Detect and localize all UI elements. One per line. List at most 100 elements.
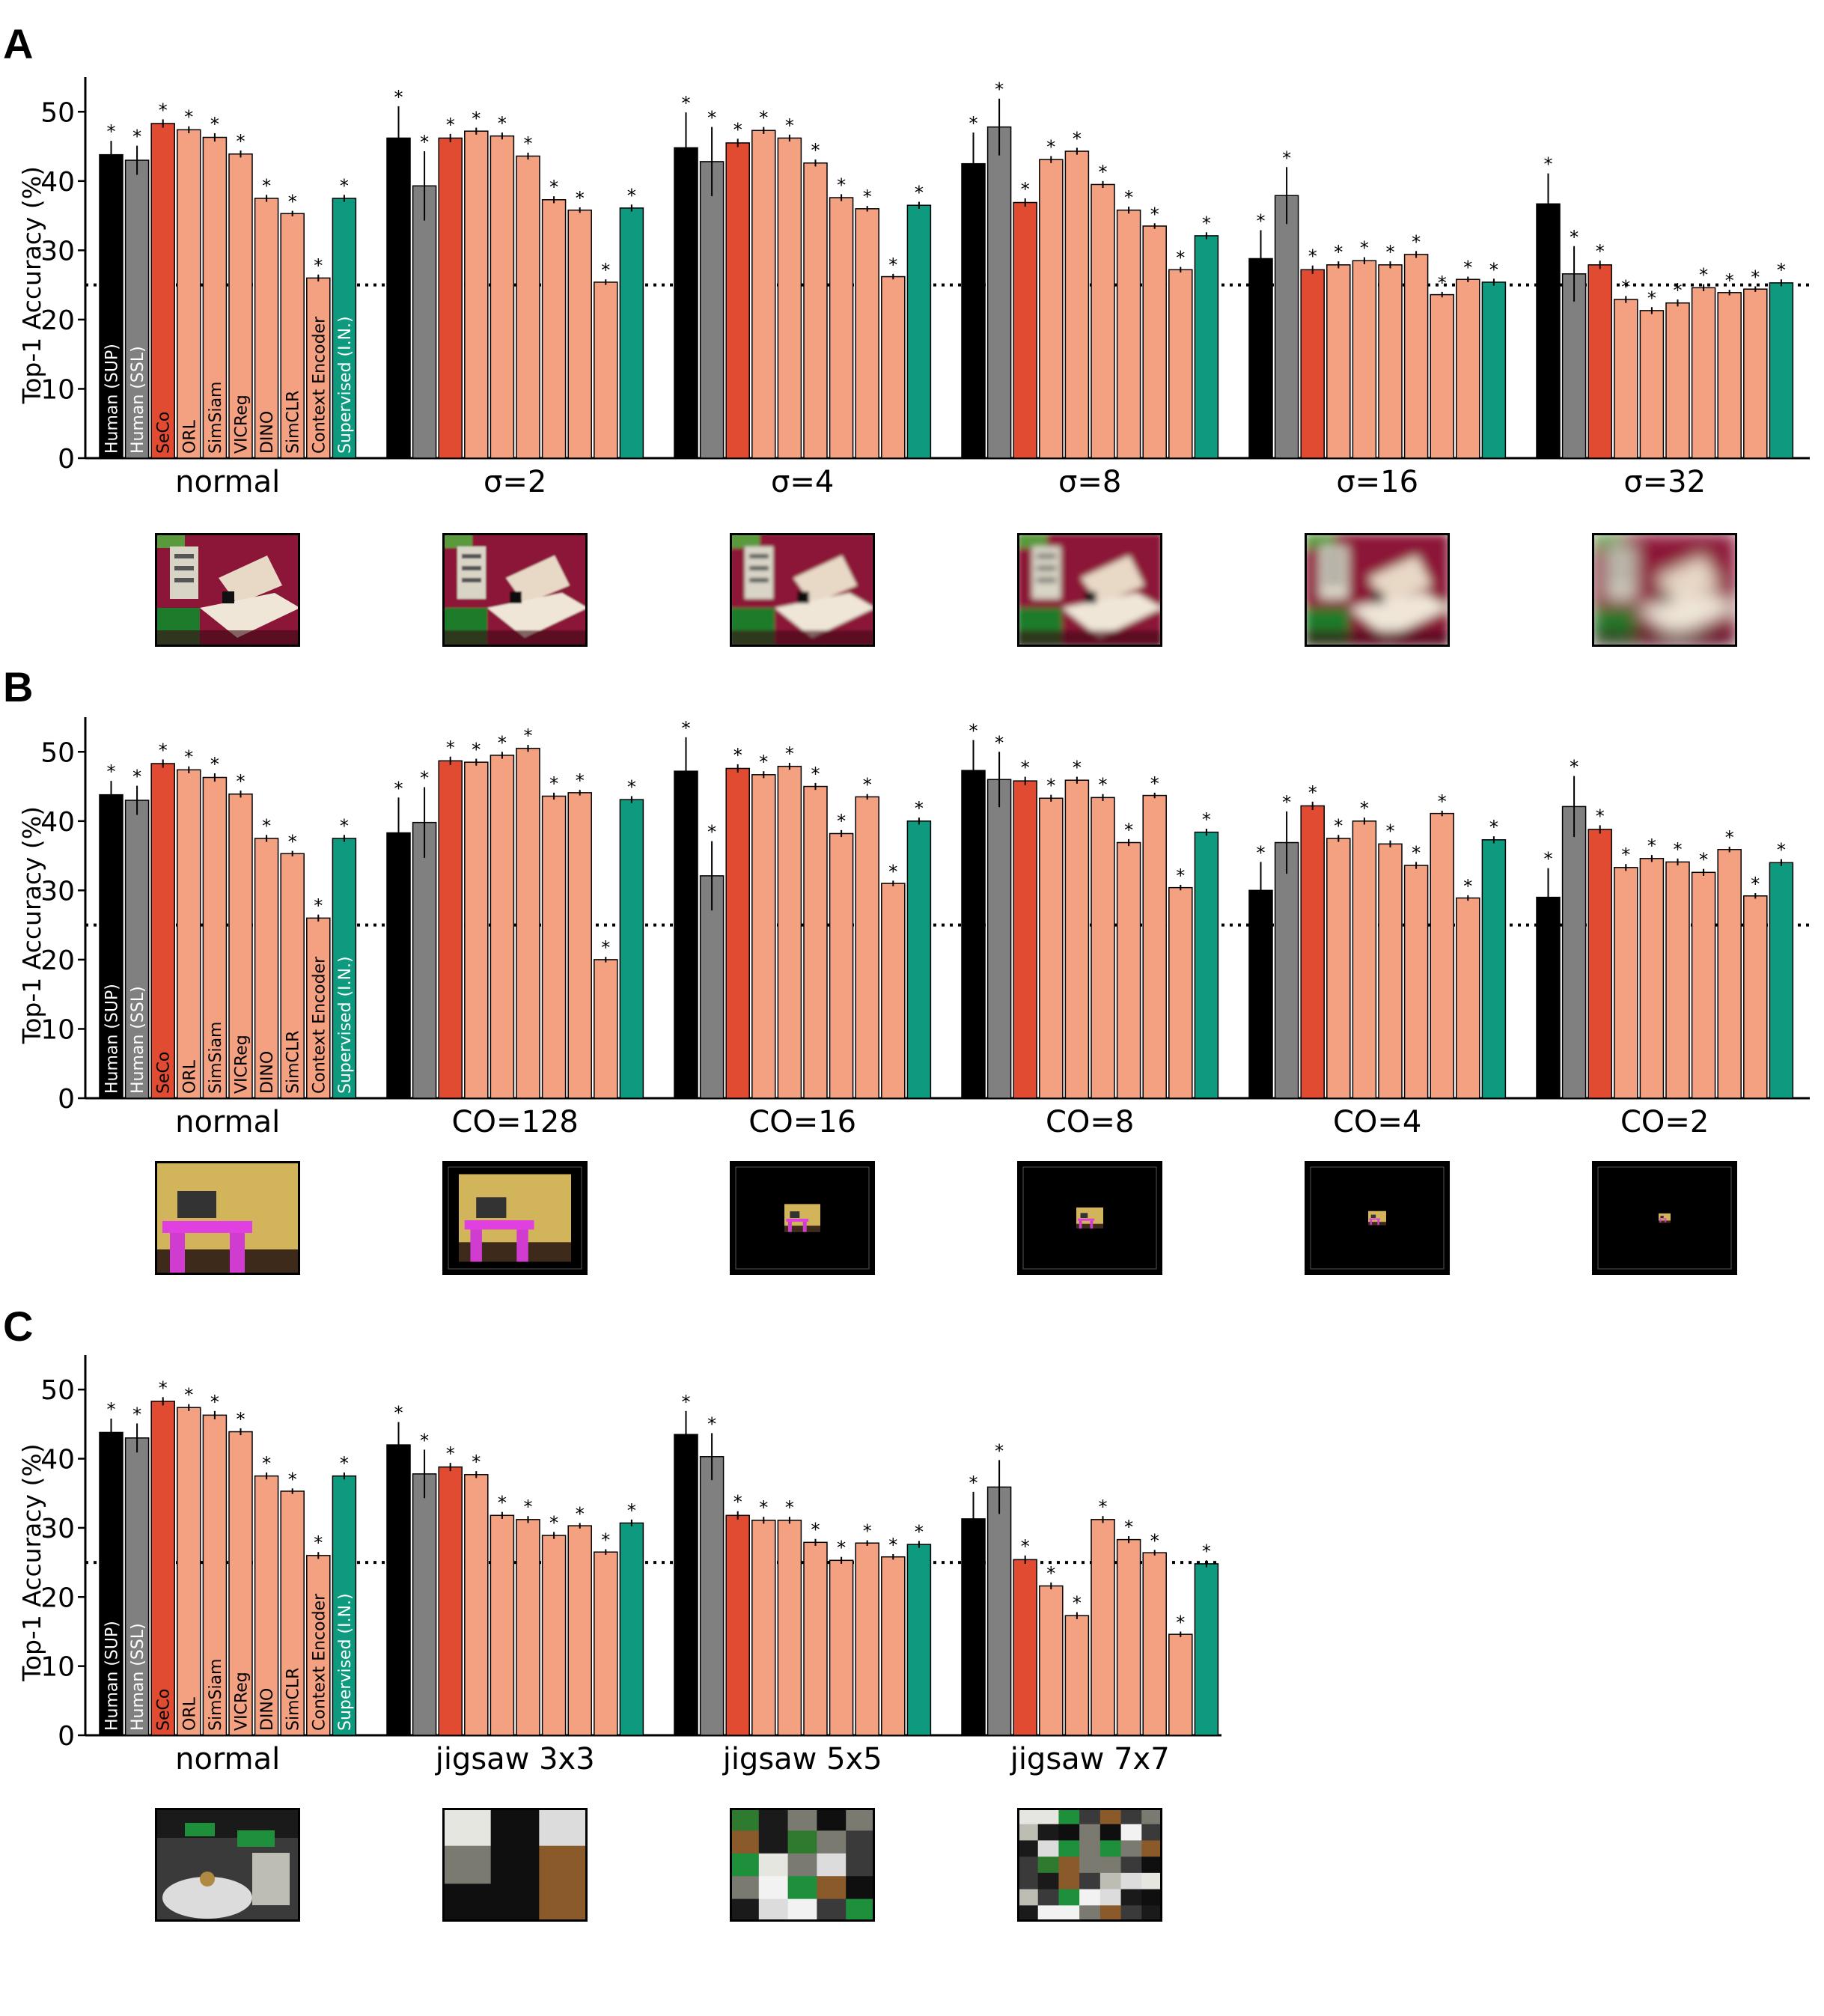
bar-supervised-i-n [906, 1544, 932, 1736]
bar-vicreg [516, 1519, 540, 1736]
significance-star: * [340, 175, 349, 196]
y-tick-label: 40 [40, 167, 75, 198]
significance-star: * [498, 732, 507, 753]
bar-human-ssl [1274, 195, 1299, 459]
bar-human-sup [99, 153, 123, 459]
group-label: σ=8 [1058, 465, 1121, 499]
significance-star: * [1647, 287, 1656, 308]
thumbnail-crop-4 [1305, 1161, 1450, 1275]
significance-star: * [237, 771, 245, 792]
y-tick-label: 50 [40, 97, 75, 128]
significance-star: * [314, 255, 323, 276]
significance-star: * [1386, 242, 1395, 263]
significance-star: * [1699, 850, 1708, 871]
bar-human-ssl [412, 1473, 437, 1736]
bar-seco [150, 763, 175, 1099]
bar-simclr [567, 1525, 592, 1736]
bar-vicreg [1665, 861, 1690, 1099]
thumbnail-blur-16 [1305, 533, 1450, 647]
bar-orl [1039, 159, 1064, 459]
thumbnail-crop-8 [1017, 1161, 1162, 1275]
y-tick-label: 30 [40, 876, 75, 907]
significance-star: * [314, 895, 323, 916]
group-jigsaw-3x3: * * * * * * * * * * [386, 1403, 644, 1736]
significance-star: * [1751, 267, 1760, 287]
significance-star: * [210, 114, 219, 135]
bar-human-sup [961, 1518, 986, 1736]
bar-orl [177, 1407, 201, 1736]
thumbnail-image [155, 1808, 300, 1922]
bar-context-encoder [1168, 269, 1193, 459]
group-label: σ=2 [484, 465, 546, 499]
bar-orl [177, 129, 201, 459]
bar-model-label: Context Encoder [310, 956, 329, 1094]
bar-simsiam [1639, 310, 1665, 459]
significance-star: * [237, 131, 245, 152]
thumbnail-blur-8 [1017, 533, 1162, 647]
bar-context-encoder [1743, 288, 1768, 459]
y-tick-label: 10 [40, 1652, 75, 1683]
bar-dino [829, 832, 854, 1099]
bar-orl [464, 130, 489, 459]
bar-model-label: VICReg [233, 395, 251, 454]
bar-context-encoder [1168, 1633, 1193, 1736]
bar-dino [541, 795, 567, 1099]
thumbnail-image [1592, 533, 1737, 647]
bar-human-sup [1536, 203, 1561, 459]
significance-star: * [969, 1473, 978, 1493]
significance-star: * [969, 721, 978, 742]
significance-star: * [184, 107, 193, 128]
significance-star: * [785, 1497, 794, 1518]
bar-seco [1013, 1559, 1037, 1736]
significance-star: * [1725, 827, 1734, 848]
thumbnail-image [442, 1808, 588, 1922]
group-label: CO=2 [1620, 1105, 1709, 1139]
bar-human-ssl [412, 185, 437, 459]
significance-star: * [1308, 782, 1317, 803]
group-label: σ=4 [771, 465, 834, 499]
significance-star: * [707, 108, 716, 129]
significance-star: * [1360, 798, 1369, 819]
bar-simclr [1142, 794, 1167, 1099]
bar-simsiam [777, 137, 802, 459]
significance-star: * [707, 822, 716, 843]
bar-orl [751, 1519, 776, 1736]
significance-star: * [1073, 128, 1082, 149]
significance-star: * [1176, 248, 1185, 269]
y-tick-label: 20 [40, 945, 75, 976]
group-normal: * * * * * * * * * * [99, 100, 357, 459]
bar-human-sup [961, 770, 986, 1099]
significance-star: * [1202, 809, 1211, 830]
significance-star: * [1073, 1593, 1082, 1614]
significance-star: * [159, 100, 168, 121]
bar-vicreg [1091, 1519, 1115, 1736]
bar-dino [829, 1559, 854, 1736]
thumbnail-crop-16 [730, 1161, 875, 1275]
bar-human-ssl [412, 821, 437, 1099]
thumbnail-frame [730, 533, 875, 647]
significance-star: * [210, 1392, 219, 1413]
bar-human-ssl [1561, 273, 1587, 459]
scene [155, 533, 300, 647]
significance-star: * [627, 777, 636, 798]
bar-simsiam [777, 765, 802, 1099]
thumbnail-blur-2 [442, 533, 588, 647]
significance-star: * [1412, 842, 1421, 863]
thumbnail-frame [1592, 533, 1737, 647]
significance-star: * [888, 255, 897, 275]
bar-human-sup [674, 770, 698, 1099]
bar-seco [1587, 264, 1612, 459]
significance-star: * [863, 775, 872, 796]
bar-model-label: SeCo [155, 1052, 174, 1094]
bar-simsiam [1064, 1615, 1090, 1736]
bar-human-sup [99, 794, 123, 1099]
significance-star: * [863, 186, 872, 207]
thumbnail-frame [730, 1808, 875, 1922]
y-tick-label: 30 [40, 1514, 75, 1544]
significance-star: * [446, 1443, 455, 1464]
bar-human-sup [1248, 889, 1273, 1099]
significance-star: * [262, 815, 271, 836]
group-label: normal [175, 1742, 280, 1776]
significance-star: * [288, 192, 297, 213]
significance-star: * [524, 133, 533, 154]
